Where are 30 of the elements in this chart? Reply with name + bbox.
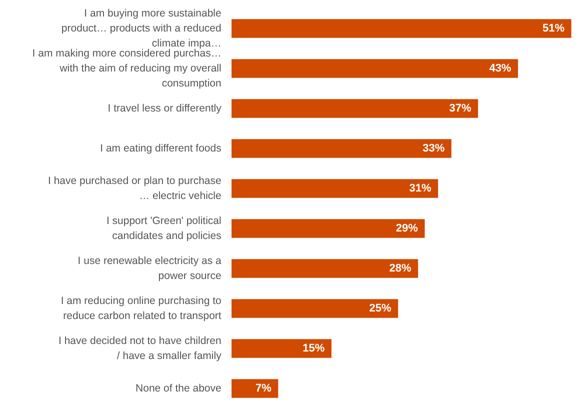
data-label: 25% [369, 302, 392, 314]
bar [232, 99, 478, 118]
y-tick-label: I am eating different foods [100, 142, 222, 154]
data-label: 43% [489, 62, 512, 74]
data-label: 15% [302, 342, 325, 354]
bar [232, 139, 452, 158]
data-label: 29% [396, 222, 418, 234]
y-tick-label: I am making more considered purchas… with the aim of reducing my overall consumption [32, 48, 222, 90]
data-label: 37% [449, 102, 472, 114]
y-tick-label: I travel less or differently [108, 102, 222, 114]
y-tick-label: I use renewable electricity as a power source [78, 255, 222, 282]
bar [232, 379, 278, 398]
data-label: 33% [422, 142, 445, 154]
bar [232, 339, 332, 358]
y-tick-label: None of the above [136, 382, 222, 394]
data-label: 7% [255, 382, 272, 394]
y-tick-label: I am buying more sustainable product… products with a reduced climate impa… [61, 8, 222, 50]
y-tick-label: I have decided not to have children / have a smaller family [58, 335, 222, 362]
bar [232, 59, 518, 78]
bar [232, 19, 572, 38]
bar [232, 219, 425, 238]
bar [232, 299, 398, 318]
data-label: 28% [389, 262, 412, 274]
bar [232, 179, 438, 198]
y-tick-label: I support 'Green' political candidates and policies [106, 215, 222, 242]
data-label: 51% [542, 22, 565, 34]
y-tick-label: I have purchased or plan to purchase … electric vehicle [48, 175, 222, 202]
y-tick-label: I am reducing online purchasing to reduce carbon related to transport [60, 295, 222, 322]
bar [232, 259, 418, 278]
data-label: 31% [409, 182, 432, 194]
